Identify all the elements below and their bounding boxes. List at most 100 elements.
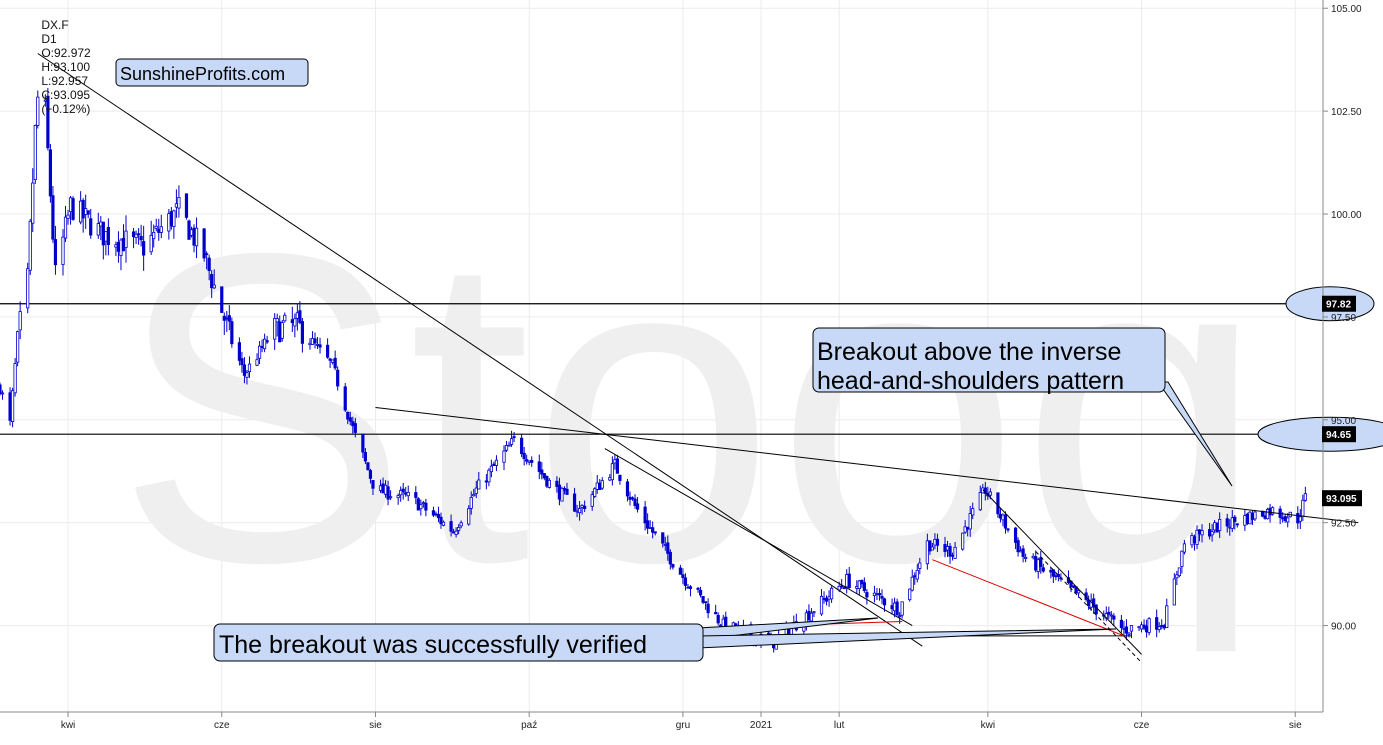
candle-body (1034, 556, 1038, 571)
candle-body (99, 221, 103, 227)
candle-body (933, 538, 937, 546)
candle-body (10, 390, 15, 422)
candle-body (31, 182, 35, 224)
candle-body (590, 494, 594, 507)
candle-body (237, 342, 241, 361)
annotation-box-bottom (213, 623, 704, 662)
candle-body (1031, 555, 1035, 559)
symbol-label: DX.F (41, 18, 69, 32)
y-tick-label: 100.00 (1331, 210, 1362, 221)
candle-body (809, 612, 814, 622)
candle-body (943, 544, 947, 552)
candle-body (459, 522, 463, 527)
candle-body (454, 530, 458, 535)
candle-body (648, 526, 652, 529)
candle-body (81, 199, 85, 219)
candle-body (449, 521, 453, 532)
candle-body (333, 357, 337, 369)
candle-body (1142, 624, 1146, 629)
candle-body (152, 232, 156, 240)
candle-body (262, 338, 267, 350)
y-tick-label: 105.00 (1331, 4, 1362, 15)
candle-body (383, 484, 388, 495)
candle-body (53, 239, 58, 266)
candle-body (618, 474, 622, 481)
candle-body (386, 486, 390, 500)
candle-body (698, 589, 703, 596)
candle-body (895, 601, 899, 616)
candle-body (441, 521, 446, 526)
candle-body (1001, 514, 1005, 521)
candle-body (547, 479, 551, 488)
candle-body (578, 508, 582, 514)
candle-body (257, 345, 262, 359)
candle-body (678, 567, 683, 575)
candle-body (1165, 605, 1169, 628)
candle-body (1271, 507, 1275, 515)
candle-body (273, 318, 277, 340)
candle-body (1127, 632, 1131, 635)
x-tick-label: kwi (61, 720, 75, 731)
candle-body (192, 227, 196, 246)
candle-body (988, 491, 992, 496)
candle-body (439, 516, 443, 525)
candle-body (1016, 540, 1020, 553)
candle-body (280, 322, 284, 339)
candle-body (378, 485, 383, 491)
y-tick-label: 102.50 (1331, 107, 1362, 118)
candle-body (882, 598, 887, 606)
price-marker-label: 94.65 (1326, 430, 1351, 441)
candle-body (1228, 526, 1232, 529)
candle-body (363, 452, 368, 462)
x-tick-label: cze (214, 720, 230, 731)
candle-body (1263, 515, 1267, 519)
candle-body (139, 235, 143, 241)
open-value: O:92.972 (41, 46, 91, 60)
candle-body (953, 546, 957, 559)
candle-body (0, 384, 2, 395)
interval-label: D1 (41, 32, 57, 46)
candle-body (366, 462, 370, 471)
candle-body (968, 513, 972, 530)
candle-body (1210, 531, 1214, 536)
candle-body (406, 491, 410, 497)
candle-body (86, 210, 90, 215)
candle-body (1235, 523, 1239, 526)
candle-body (71, 198, 75, 220)
candle-body (1036, 559, 1040, 572)
candle-body (1225, 518, 1229, 527)
candle-body (404, 492, 408, 495)
candle-body (16, 331, 20, 363)
candle-body (242, 364, 247, 376)
candle-body (222, 315, 226, 321)
x-axis: kwi cze sie paź gru 2021 lut kwi cze sie (61, 712, 1302, 731)
candle-body (33, 125, 37, 181)
candle-body (1233, 516, 1237, 522)
candle-body (1197, 529, 1202, 535)
price-marker-bg (1322, 490, 1362, 507)
candle-body (157, 228, 161, 233)
candle-body (1200, 530, 1204, 536)
candle-body (840, 585, 844, 588)
candle-body (688, 586, 693, 589)
candle-body (545, 475, 549, 487)
candle-body (565, 488, 569, 495)
candle-body (61, 236, 65, 265)
candle-body (1039, 557, 1043, 568)
candle-body (963, 526, 967, 533)
candle-body (51, 195, 55, 240)
candle-body (880, 596, 884, 599)
candle-body (343, 386, 347, 411)
x-tick-label: paź (521, 720, 537, 731)
candle-body (298, 310, 302, 323)
annotation-box-top (812, 327, 1166, 393)
candle-body (121, 237, 126, 252)
candle-body (194, 227, 199, 247)
candle-body (860, 579, 864, 585)
candle-body (63, 216, 68, 239)
candle-body (971, 508, 975, 516)
candle-body (247, 363, 252, 373)
candle-body (469, 497, 473, 509)
candle-body (890, 605, 894, 610)
